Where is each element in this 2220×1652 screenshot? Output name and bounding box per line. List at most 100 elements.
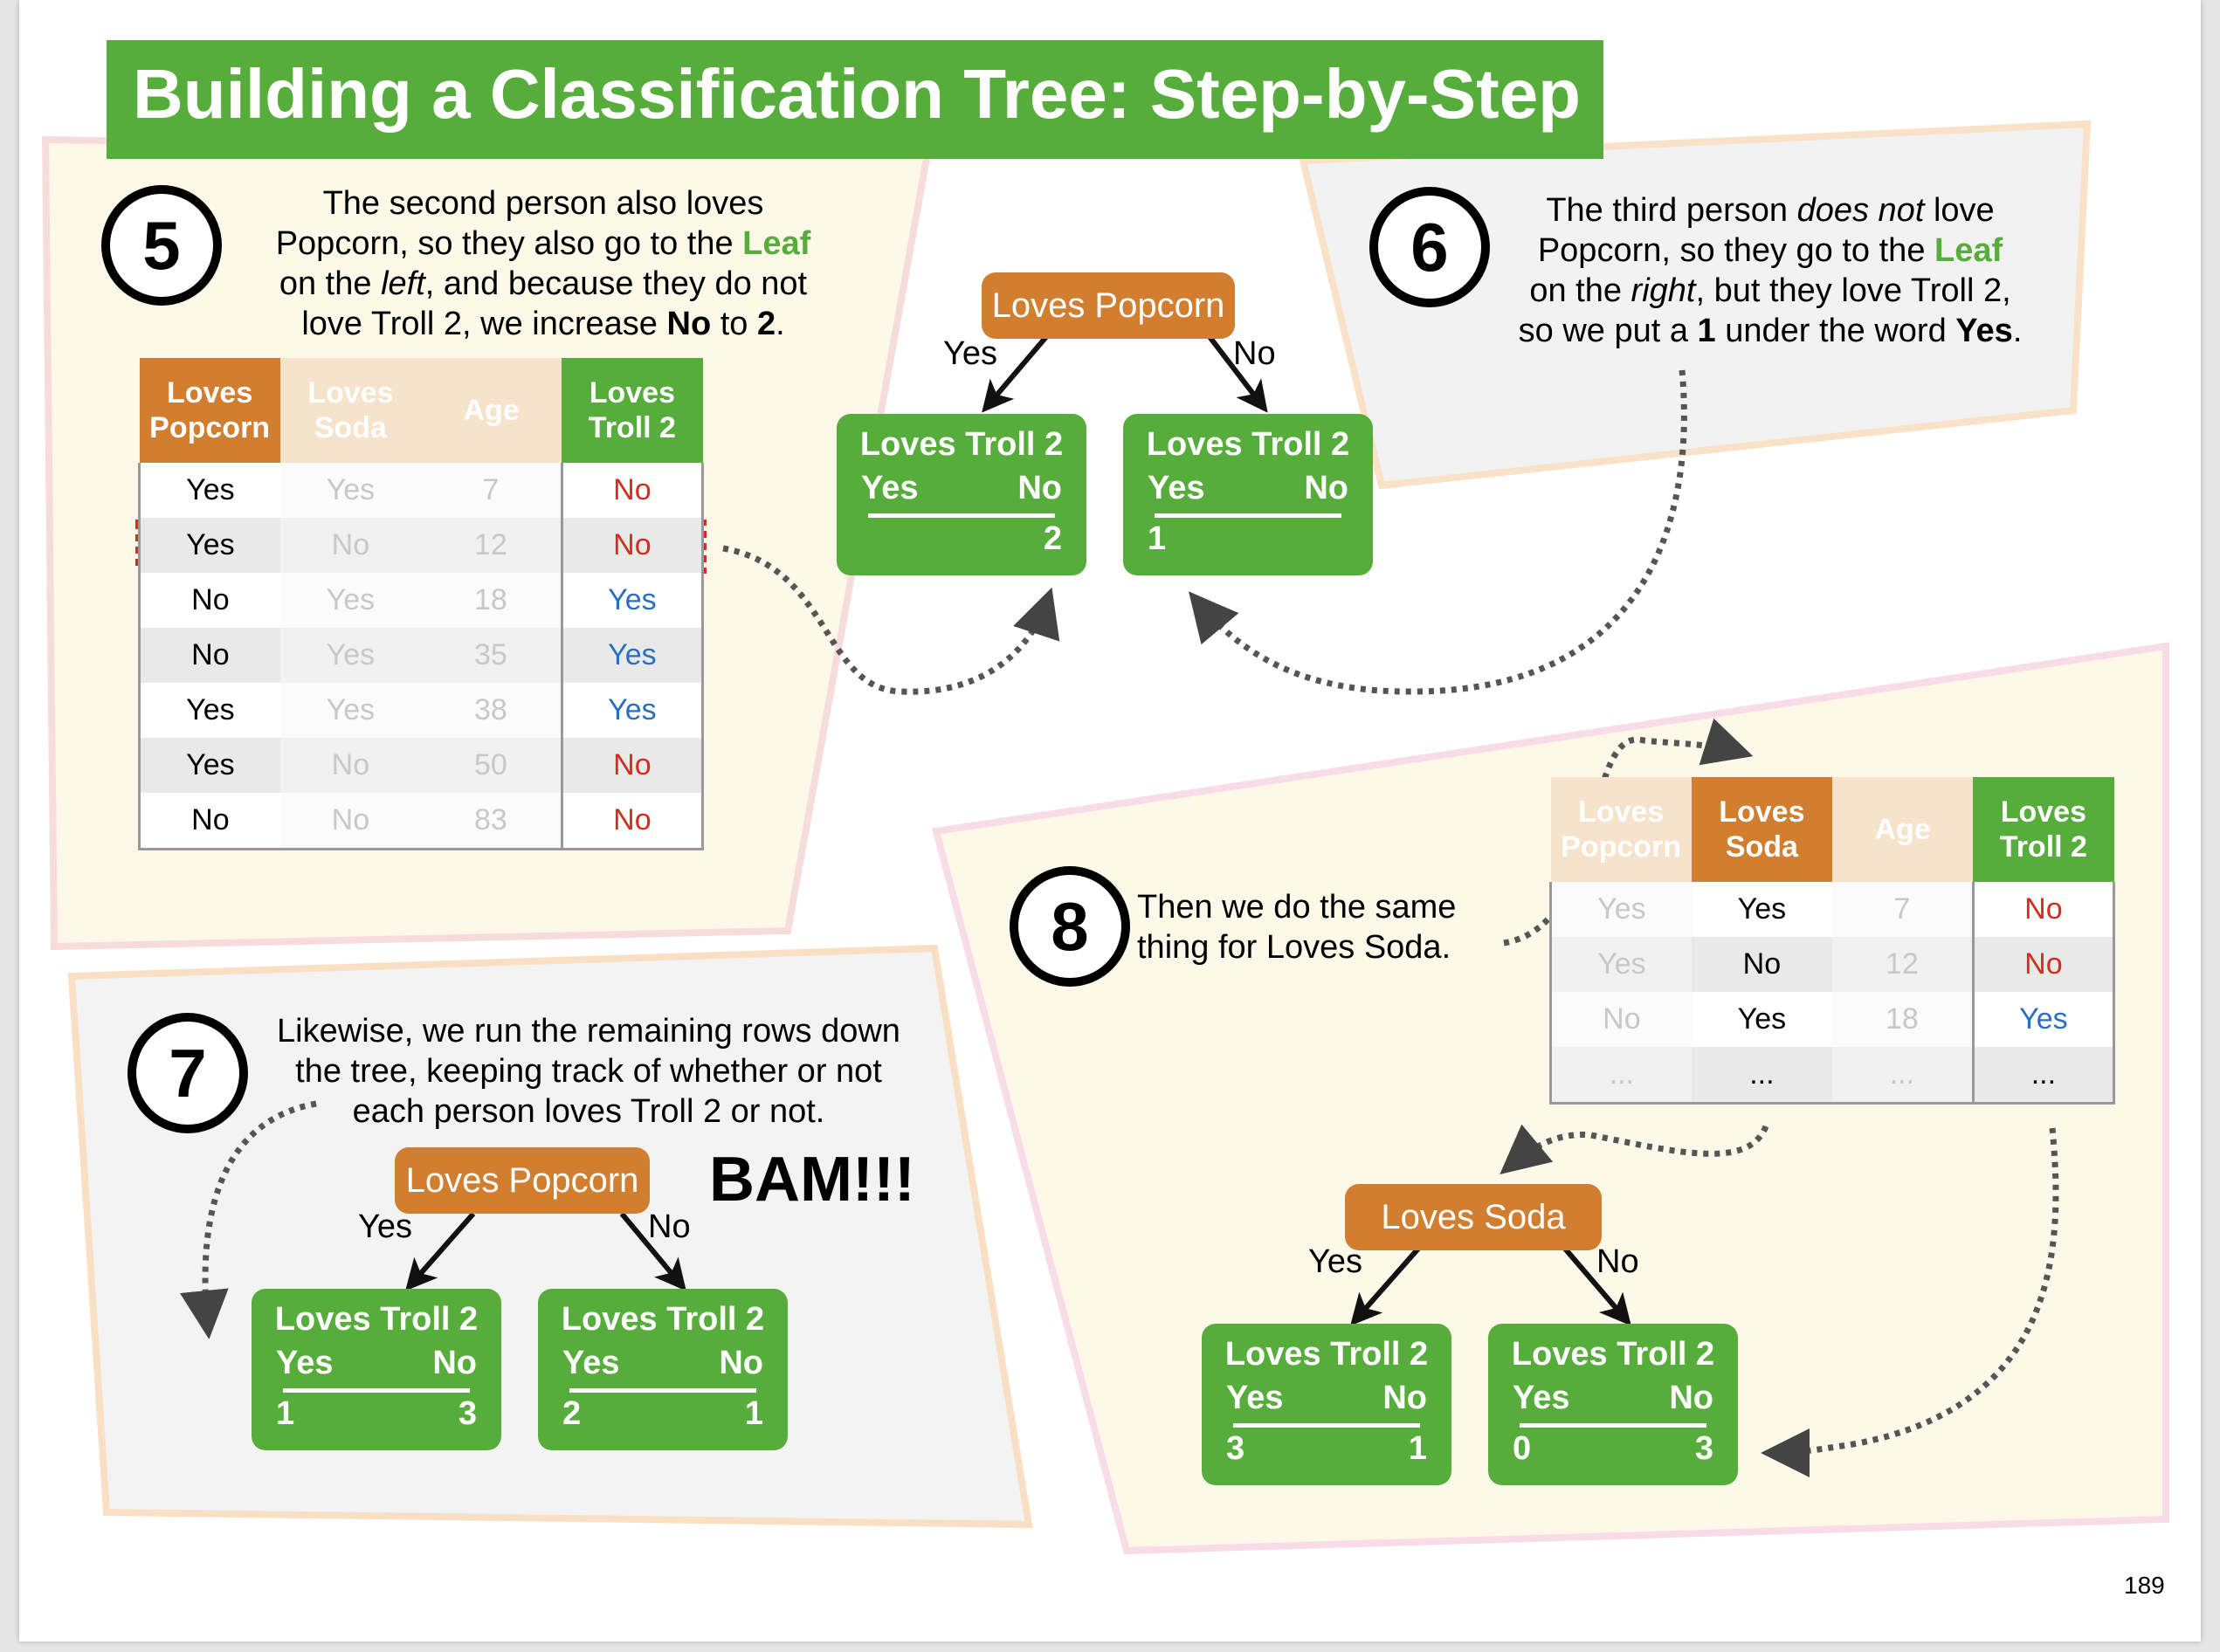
table-header-cell: Age	[421, 358, 562, 463]
text-line: thing for Loves Soda.	[1137, 927, 1486, 967]
leaf-yes-label: Yes	[861, 470, 919, 506]
step7-yes-branch-label: Yes	[358, 1208, 412, 1245]
step8-text: Then we do the same thing for Loves Soda.	[1137, 887, 1486, 967]
text-line: on the left, and because they do not	[238, 264, 849, 304]
table-header-cell: Loves Popcorn	[139, 358, 280, 463]
table-row: Yes Yes 7 No	[1548, 882, 2116, 937]
step6-text: The third person does not love Popcorn, s…	[1486, 190, 2054, 351]
table-cell: Yes	[137, 518, 280, 573]
step5-number: 5	[142, 206, 181, 284]
step7-number: 7	[169, 1034, 207, 1112]
table-cell: 7	[1832, 882, 1974, 937]
table-cell: No	[560, 518, 705, 573]
text-line: so we put a 1 under the word Yes.	[1486, 311, 2054, 351]
table-cell: No	[137, 573, 280, 628]
text-line: Likewise, we run the remaining rows down	[248, 1011, 929, 1051]
arrow-row-to-left-leaf	[722, 545, 1060, 695]
text-run: the tree, keeping track of whether or no…	[295, 1053, 882, 1090]
leaf-yes-label: Yes	[1226, 1380, 1284, 1416]
table-header-cell: Loves Soda	[1691, 777, 1832, 882]
text-run: love	[1924, 192, 1995, 229]
table-row: Yes No 12 No	[1548, 937, 2116, 992]
text-run: .	[776, 306, 785, 342]
text-run: .	[2012, 313, 2023, 349]
leaf-yes-label: Yes	[562, 1345, 620, 1381]
step8-number-badge: 8	[1010, 866, 1130, 987]
table-cell: No	[279, 793, 421, 850]
table-header-cell: Loves Troll 2	[1973, 777, 2114, 882]
leaf-title: Loves Troll 2	[1511, 1336, 1715, 1373]
text-line: The second person also loves	[238, 183, 849, 224]
leaf-yes-label: Yes	[276, 1345, 334, 1381]
step8-data-table: Loves Popcorn Loves Soda Age Loves Troll 2 Yes Y…	[1548, 777, 2116, 1105]
page-title: Building a Classification Tree: Step-by-…	[133, 55, 1582, 133]
table-cell: Yes	[279, 573, 421, 628]
table-cell: No	[137, 793, 280, 850]
arrow-table-to-soda-tree	[1500, 1124, 1769, 1174]
leaf-yes-label: Yes	[1148, 470, 1205, 506]
step7-text: Likewise, we run the remaining rows down…	[248, 1011, 929, 1132]
text-run: on the	[279, 265, 382, 302]
leaf-no-label: No	[432, 1345, 477, 1381]
table-cell: No	[560, 463, 705, 518]
table-cell: 18	[421, 573, 562, 628]
table-header-cell: Loves Troll 2	[562, 358, 703, 463]
text-line: The third person does not love	[1486, 190, 2054, 231]
title-banner: Building a Classification Tree: Step-by-…	[107, 40, 1603, 159]
leaf-divider	[569, 1388, 756, 1393]
leaf-no-count: 1	[1408, 1430, 1427, 1467]
leaf-title: Loves Troll 2	[561, 1301, 765, 1338]
text-run: so we put a	[1518, 313, 1698, 349]
leaf-no-count: 1	[744, 1395, 763, 1432]
text-run: Popcorn, so they also go to the	[275, 225, 743, 262]
text-run: Popcorn, so they go to the	[1537, 232, 1935, 269]
branch-no-step5	[1199, 325, 1268, 413]
leaf-divider	[1233, 1423, 1420, 1428]
italic-word: left	[381, 265, 425, 302]
page-number: 189	[2124, 1572, 2165, 1599]
step8-right-leaf: Loves Troll 2 Yes No 0 3	[1488, 1324, 1738, 1485]
table-header-row: Loves Popcorn Loves Soda Age Loves Troll 2	[139, 358, 703, 463]
text-run: to	[711, 306, 757, 342]
text-line: on the right, but they love Troll 2,	[1486, 271, 2054, 311]
leaf-no-label: No	[1304, 470, 1348, 506]
bold-word: 2	[756, 306, 776, 342]
table-row: ............	[1548, 1047, 2116, 1105]
leaf-divider	[283, 1388, 470, 1393]
table-cell: 12	[1832, 937, 1974, 992]
step8-left-leaf: Loves Troll 2 Yes No 3 1	[1202, 1324, 1451, 1485]
table-header-cell: Loves Soda	[279, 358, 421, 463]
leaf-title: Loves Troll 2	[1224, 1336, 1429, 1373]
leaf-no-count: 3	[458, 1395, 477, 1432]
text-run: The second person also loves	[322, 185, 764, 222]
table-cell: ...	[1691, 1047, 1832, 1105]
branch-yes-step8	[1350, 1247, 1421, 1326]
text-line: the tree, keeping track of whether or no…	[248, 1051, 929, 1091]
text-run: on the	[1529, 272, 1631, 309]
branch-no-step8	[1562, 1247, 1631, 1326]
text-line: love Troll 2, we increase No to 2.	[238, 304, 849, 344]
table-cell: Yes	[279, 683, 421, 738]
table-row: No No 83 No	[137, 793, 705, 850]
table-cell: Yes	[137, 738, 280, 793]
panel-step6	[1298, 120, 2092, 490]
step6-number-badge: 6	[1369, 187, 1490, 307]
text-run: , and because they do not	[424, 265, 808, 302]
table-cell: 12	[421, 518, 562, 573]
leaf-yes-count: 1	[1148, 520, 1167, 557]
step7-left-leaf: Loves Troll 2 Yes No 1 3	[252, 1289, 501, 1450]
table-cell: 83	[421, 793, 562, 850]
table-cell: 50	[421, 738, 562, 793]
step8-number: 8	[1051, 887, 1089, 965]
table-cell: No	[279, 738, 421, 793]
text-run: Then we do the same	[1137, 889, 1457, 926]
text-run: thing for Loves Soda.	[1137, 929, 1451, 966]
step5-yes-branch-label: Yes	[943, 335, 997, 372]
leaf-title: Loves Troll 2	[859, 426, 1064, 463]
table-cell: Yes	[560, 683, 705, 738]
table-row: Yes Yes 38 Yes	[137, 683, 705, 738]
table-cell: 38	[421, 683, 562, 738]
table-row: Yes No 12 No	[137, 518, 705, 573]
table-row: No Yes 18 Yes	[137, 573, 705, 628]
highlight-word: Leaf	[1934, 232, 2003, 269]
